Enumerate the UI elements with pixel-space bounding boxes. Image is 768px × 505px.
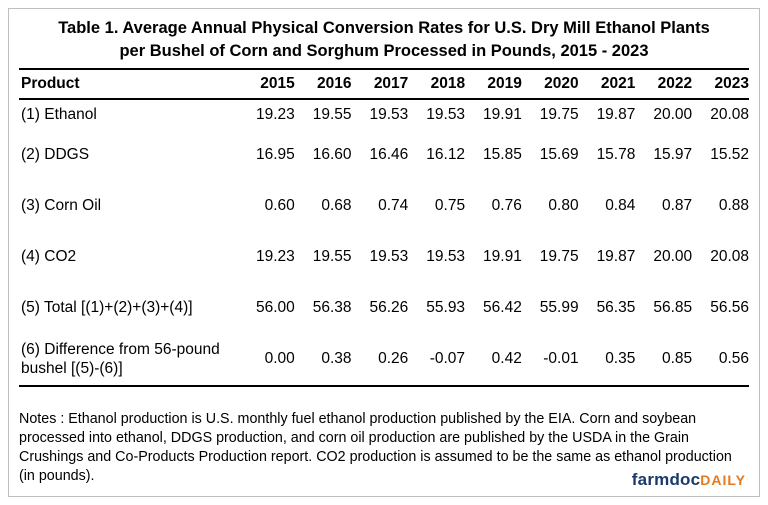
cell-value: 0.26 xyxy=(378,350,409,367)
cell-value: 19.23 xyxy=(255,105,295,123)
cell-value: 19.55 xyxy=(312,105,352,123)
cell-value: 0.42 xyxy=(491,350,522,367)
cell-value: 56.42 xyxy=(483,298,522,316)
row-label: (3) Corn Oil xyxy=(21,197,102,214)
row-label: (1) Ethanol xyxy=(21,106,97,123)
logo-part-2: DAILY xyxy=(700,472,746,488)
cell-value: 16.95 xyxy=(255,145,295,163)
cell-value: -0.01 xyxy=(543,350,579,367)
table-row: (1) Ethanol 19.23 19.55 19.53 19.53 19.9… xyxy=(19,99,749,129)
cell-value: 15.97 xyxy=(653,145,693,163)
cell-value: 19.91 xyxy=(483,105,522,123)
cell-value: 55.99 xyxy=(539,298,579,316)
table-row: (3) Corn Oil 0.60 0.68 0.74 0.75 0.76 0.… xyxy=(19,180,749,231)
header-year: 2020 xyxy=(521,68,579,100)
cell-value: 19.53 xyxy=(369,105,409,123)
cell-value: 19.91 xyxy=(483,247,522,265)
cell-value: 0.85 xyxy=(661,350,693,367)
cell-value: 55.93 xyxy=(426,298,466,316)
header-year: 2017 xyxy=(351,68,409,100)
header-year: 2023 xyxy=(692,68,749,100)
header-year: 2015 xyxy=(238,68,295,100)
cell-value: 19.75 xyxy=(539,247,579,265)
header-row: Product 2015 2016 2017 2018 2019 2020 20… xyxy=(19,68,749,100)
header-year: 2018 xyxy=(408,68,466,100)
cell-value: 16.12 xyxy=(426,145,466,163)
conversion-rates-table: Product 2015 2016 2017 2018 2019 2020 20… xyxy=(19,68,749,387)
cell-value: 56.35 xyxy=(596,298,636,316)
header-year: 2019 xyxy=(465,68,522,100)
cell-value: 19.75 xyxy=(539,105,579,123)
cell-value: 15.85 xyxy=(483,145,522,163)
table-title: Table 1. Average Annual Physical Convers… xyxy=(58,19,710,37)
row-label: (4) CO2 xyxy=(21,248,77,265)
cell-value: 0.87 xyxy=(661,196,693,214)
cell-value: 20.00 xyxy=(653,105,693,123)
cell-value: 0.35 xyxy=(605,350,636,367)
cell-value: 0.74 xyxy=(378,196,409,214)
table-notes: Notes : Ethanol production is U.S. month… xyxy=(19,411,732,484)
cell-value: 0.38 xyxy=(321,350,352,367)
cell-value: 19.53 xyxy=(426,247,466,265)
cell-value: 19.23 xyxy=(255,247,295,265)
cell-value: 0.75 xyxy=(434,196,466,214)
row-label: (6) Difference from 56-pound bushel [(5)… xyxy=(21,341,220,377)
cell-value: 56.56 xyxy=(710,298,749,316)
row-label: (5) Total [(1)+(2)+(3)+(4)] xyxy=(21,299,193,316)
cell-value: 0.80 xyxy=(548,196,579,214)
cell-value: 56.00 xyxy=(255,298,295,316)
cell-value: 0.84 xyxy=(605,196,636,214)
header-year: 2016 xyxy=(294,68,352,100)
cell-value: 20.08 xyxy=(710,105,749,123)
cell-value: 15.78 xyxy=(596,145,636,163)
cell-value: 15.52 xyxy=(710,145,749,163)
cell-value: 15.69 xyxy=(539,145,579,163)
cell-value: 16.46 xyxy=(369,145,409,163)
header-product: Product xyxy=(19,68,238,100)
table-frame xyxy=(8,8,760,497)
cell-value: 56.26 xyxy=(369,298,409,316)
table-row: (4) CO2 19.23 19.55 19.53 19.53 19.91 19… xyxy=(19,231,749,282)
table-row: (5) Total [(1)+(2)+(3)+(4)] 56.00 56.38 … xyxy=(19,282,749,333)
farmdoc-daily-logo: farmdocDAILY xyxy=(632,470,746,490)
cell-value: 0.60 xyxy=(264,196,295,214)
cell-value: 0.56 xyxy=(718,350,749,367)
cell-value: 19.87 xyxy=(596,105,636,123)
cell-value: 0.68 xyxy=(321,196,352,214)
row-label: (2) DDGS xyxy=(21,146,90,163)
header-year: 2021 xyxy=(578,68,636,100)
cell-value: 0.76 xyxy=(491,196,522,214)
cell-value: 19.55 xyxy=(312,247,352,265)
cell-value: 19.53 xyxy=(426,105,466,123)
cell-value: 56.85 xyxy=(653,298,693,316)
cell-value: 56.38 xyxy=(312,298,352,316)
cell-value: 19.87 xyxy=(596,247,636,265)
table-subtitle: per Bushel of Corn and Sorghum Processed… xyxy=(119,42,649,60)
cell-value: 0.88 xyxy=(718,196,749,214)
table-row: (2) DDGS 16.95 16.60 16.46 16.12 15.85 1… xyxy=(19,129,749,180)
cell-value: 20.00 xyxy=(653,247,693,265)
cell-value: -0.07 xyxy=(429,350,466,367)
cell-value: 16.60 xyxy=(312,145,352,163)
table-row: (6) Difference from 56-pound bushel [(5)… xyxy=(19,333,749,386)
header-year: 2022 xyxy=(635,68,693,100)
cell-value: 19.53 xyxy=(369,247,409,265)
cell-value: 0.00 xyxy=(264,350,295,367)
logo-part-1: farmdoc xyxy=(631,470,701,489)
cell-value: 20.08 xyxy=(710,247,749,265)
